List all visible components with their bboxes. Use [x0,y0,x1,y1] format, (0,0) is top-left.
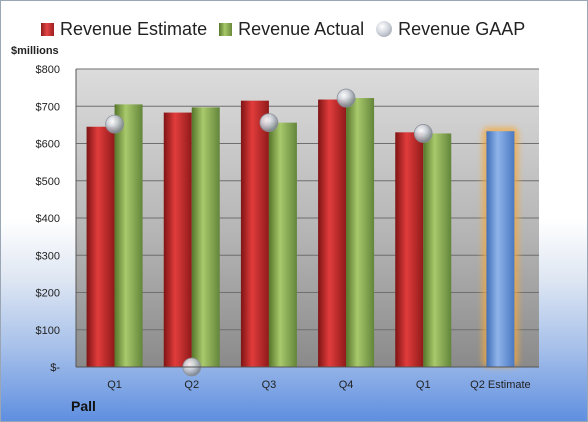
legend-label-gaap: Revenue GAAP [398,18,526,39]
bar-revenue-actual [191,107,220,368]
x-tick-label: Q2 [184,379,199,391]
x-tick-label: Q2 Estimate [470,379,531,391]
marker-revenue-gaap [259,113,279,133]
bar-revenue-actual [423,133,452,367]
legend: Revenue Estimate Revenue Actual Revenue … [41,17,525,41]
marker-revenue-gaap [336,88,356,108]
legend-item-actual: Revenue Actual [219,19,364,40]
x-tick-label: Q3 [262,379,277,391]
gridlines [76,68,539,331]
x-tick-label: Q1 [107,379,122,391]
y-tick-label: $200 [36,288,60,300]
bar-revenue-estimate [86,126,115,367]
marker-revenue-gaap [105,114,124,134]
marker-revenue-gaap [413,124,433,143]
bar-revenue-actual [114,104,143,367]
bar-revenue-estimate [163,112,192,368]
legend-swatch-estimate [41,22,54,36]
y-tick-label: $700 [36,101,60,113]
y-axis-unit-label: $millions [11,45,59,57]
bars [86,98,519,368]
legend-item-estimate: Revenue Estimate [41,19,207,40]
y-tick-label: $500 [36,176,60,188]
y-tick-label: $800 [36,64,60,76]
legend-label-estimate: Revenue Estimate [60,18,208,39]
bar-revenue-estimate [240,100,269,367]
y-tick-label: $- [50,362,60,374]
y-tick-label: $600 [36,139,60,151]
bar-revenue-actual [346,98,375,368]
bar-revenue-actual [268,122,297,367]
x-tick-label: Q1 [416,379,431,391]
bar-revenue-forecast [486,131,515,367]
y-tick-label: $300 [36,250,60,262]
legend-item-gaap: Revenue GAAP [376,19,525,40]
legend-swatch-actual [219,22,233,36]
x-tick-label: Q4 [339,379,354,391]
legend-marker-gaap [376,21,393,37]
bar-revenue-estimate [318,99,347,368]
axes: $- $100 $200 $300 $400 $500 $600 $700 $800 Q1 Q2 Q3… [36,64,539,391]
company-label: Pall [71,398,96,414]
y-tick-label: $400 [36,213,60,225]
bar-revenue-estimate [395,132,424,367]
y-tick-label: $100 [36,325,60,337]
legend-label-actual: Revenue Actual [238,18,365,39]
